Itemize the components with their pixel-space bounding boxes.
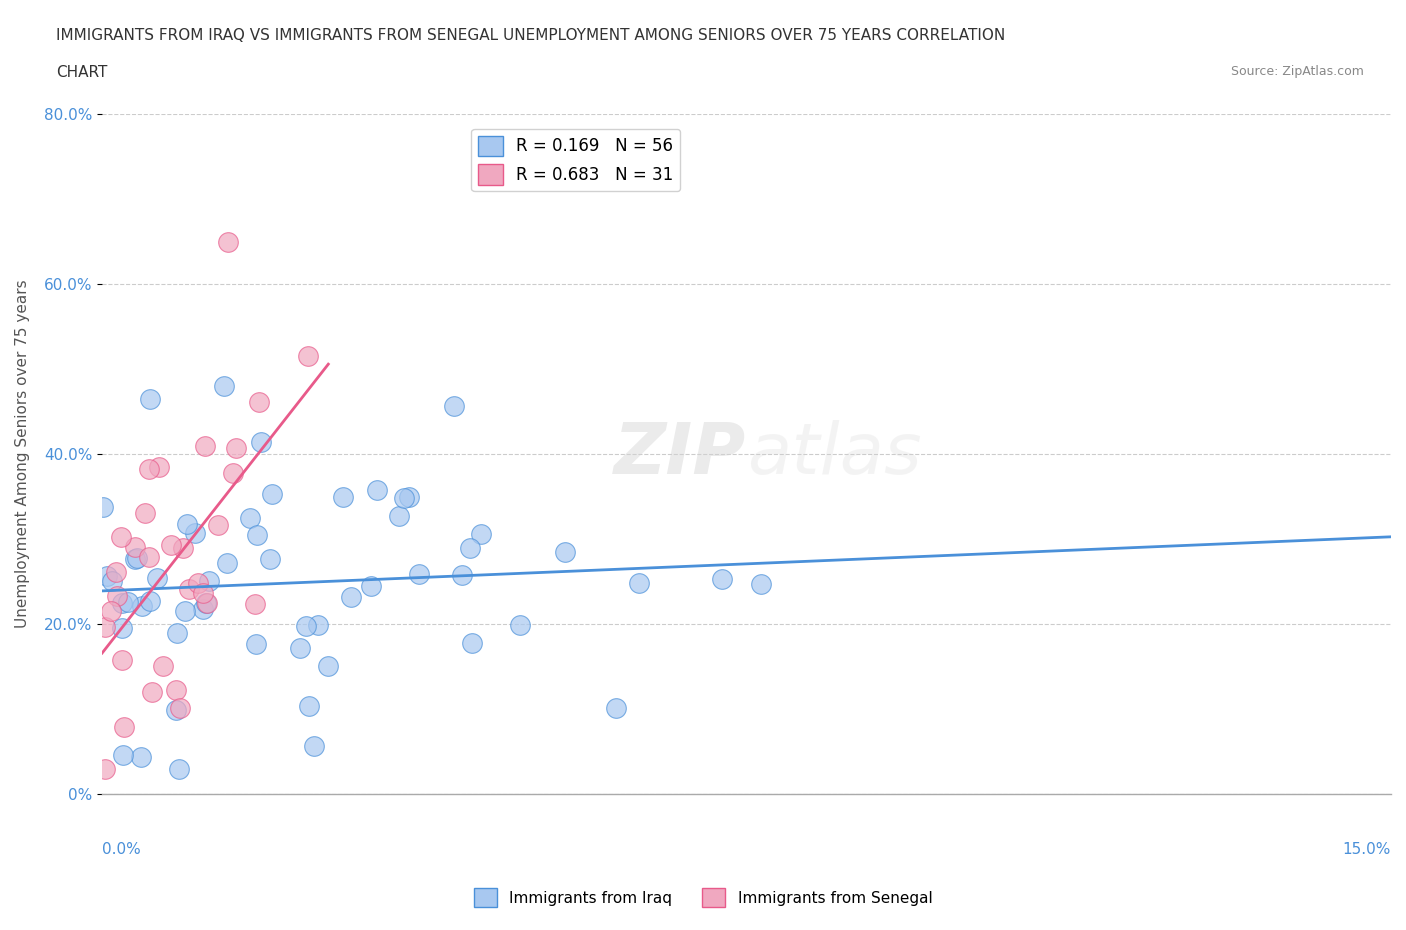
Legend: Immigrants from Iraq, Immigrants from Senegal: Immigrants from Iraq, Immigrants from Se… bbox=[468, 883, 938, 913]
Point bbox=[110, 529, 132, 544]
Point bbox=[246, 528, 269, 543]
Point bbox=[195, 595, 218, 610]
Point bbox=[711, 571, 734, 586]
Point bbox=[307, 618, 329, 632]
Point bbox=[207, 518, 229, 533]
Point bbox=[146, 571, 169, 586]
Text: IMMIGRANTS FROM IRAQ VS IMMIGRANTS FROM SENEGAL UNEMPLOYMENT AMONG SENIORS OVER : IMMIGRANTS FROM IRAQ VS IMMIGRANTS FROM … bbox=[56, 28, 1005, 43]
Point bbox=[294, 618, 316, 633]
Point bbox=[398, 490, 420, 505]
Point bbox=[112, 719, 135, 734]
Point bbox=[221, 465, 243, 480]
Point bbox=[124, 551, 146, 566]
Point bbox=[91, 499, 114, 514]
Point bbox=[297, 349, 319, 364]
Point bbox=[138, 550, 160, 565]
Point bbox=[214, 379, 236, 393]
Point bbox=[139, 593, 162, 608]
Point bbox=[129, 750, 152, 764]
Point bbox=[166, 626, 188, 641]
Point bbox=[225, 441, 247, 456]
Point bbox=[360, 578, 382, 593]
Point bbox=[169, 700, 191, 715]
Point bbox=[172, 541, 194, 556]
Point bbox=[138, 392, 160, 406]
Point bbox=[93, 761, 115, 776]
Point bbox=[554, 545, 576, 560]
Point bbox=[167, 761, 190, 776]
Point bbox=[138, 461, 160, 476]
Point bbox=[247, 394, 270, 409]
Point bbox=[217, 234, 239, 249]
Text: 15.0%: 15.0% bbox=[1343, 842, 1391, 857]
Point bbox=[302, 738, 325, 753]
Point bbox=[194, 439, 217, 454]
Text: atlas: atlas bbox=[747, 419, 921, 488]
Point bbox=[239, 511, 262, 525]
Point bbox=[339, 590, 361, 604]
Text: CHART: CHART bbox=[56, 65, 108, 80]
Point bbox=[288, 641, 311, 656]
Point bbox=[259, 551, 281, 566]
Point bbox=[392, 490, 415, 505]
Point bbox=[104, 565, 127, 579]
Point bbox=[249, 435, 271, 450]
Text: 0.0%: 0.0% bbox=[103, 842, 141, 857]
Point bbox=[93, 619, 115, 634]
Point bbox=[470, 527, 492, 542]
Point bbox=[193, 586, 215, 601]
Point bbox=[509, 618, 531, 632]
Point bbox=[117, 594, 139, 609]
Point bbox=[195, 595, 218, 610]
Legend: R = 0.169   N = 56, R = 0.683   N = 31: R = 0.169 N = 56, R = 0.683 N = 31 bbox=[471, 129, 681, 192]
Text: Source: ZipAtlas.com: Source: ZipAtlas.com bbox=[1230, 65, 1364, 78]
Point bbox=[191, 602, 214, 617]
Point bbox=[461, 636, 484, 651]
Y-axis label: Unemployment Among Seniors over 75 years: Unemployment Among Seniors over 75 years bbox=[15, 280, 30, 629]
Point bbox=[111, 653, 134, 668]
Point bbox=[627, 576, 650, 591]
Point bbox=[173, 604, 195, 618]
Point bbox=[262, 486, 284, 501]
Point bbox=[96, 568, 118, 583]
Point bbox=[298, 698, 321, 713]
Point bbox=[408, 566, 430, 581]
Point bbox=[111, 620, 134, 635]
Point bbox=[316, 658, 339, 673]
Point bbox=[124, 539, 146, 554]
Point bbox=[112, 748, 135, 763]
Point bbox=[749, 577, 772, 591]
Point bbox=[134, 506, 156, 521]
Point bbox=[443, 398, 465, 413]
Point bbox=[332, 490, 354, 505]
Point bbox=[148, 459, 170, 474]
Text: ZIP: ZIP bbox=[614, 419, 747, 488]
Point bbox=[131, 598, 153, 613]
Point bbox=[243, 596, 266, 611]
Point bbox=[176, 517, 198, 532]
Point bbox=[152, 658, 174, 673]
Point bbox=[105, 589, 128, 604]
Point bbox=[159, 538, 181, 552]
Point bbox=[141, 684, 163, 699]
Point bbox=[605, 700, 627, 715]
Point bbox=[245, 636, 267, 651]
Point bbox=[388, 508, 411, 523]
Point bbox=[127, 551, 149, 565]
Point bbox=[100, 604, 122, 618]
Point bbox=[165, 683, 187, 698]
Point bbox=[187, 576, 209, 591]
Point bbox=[101, 574, 124, 589]
Point bbox=[179, 581, 201, 596]
Point bbox=[198, 574, 221, 589]
Point bbox=[184, 525, 207, 540]
Point bbox=[450, 567, 472, 582]
Point bbox=[366, 483, 388, 498]
Point bbox=[217, 555, 239, 570]
Point bbox=[458, 540, 481, 555]
Point bbox=[165, 703, 187, 718]
Point bbox=[111, 596, 134, 611]
